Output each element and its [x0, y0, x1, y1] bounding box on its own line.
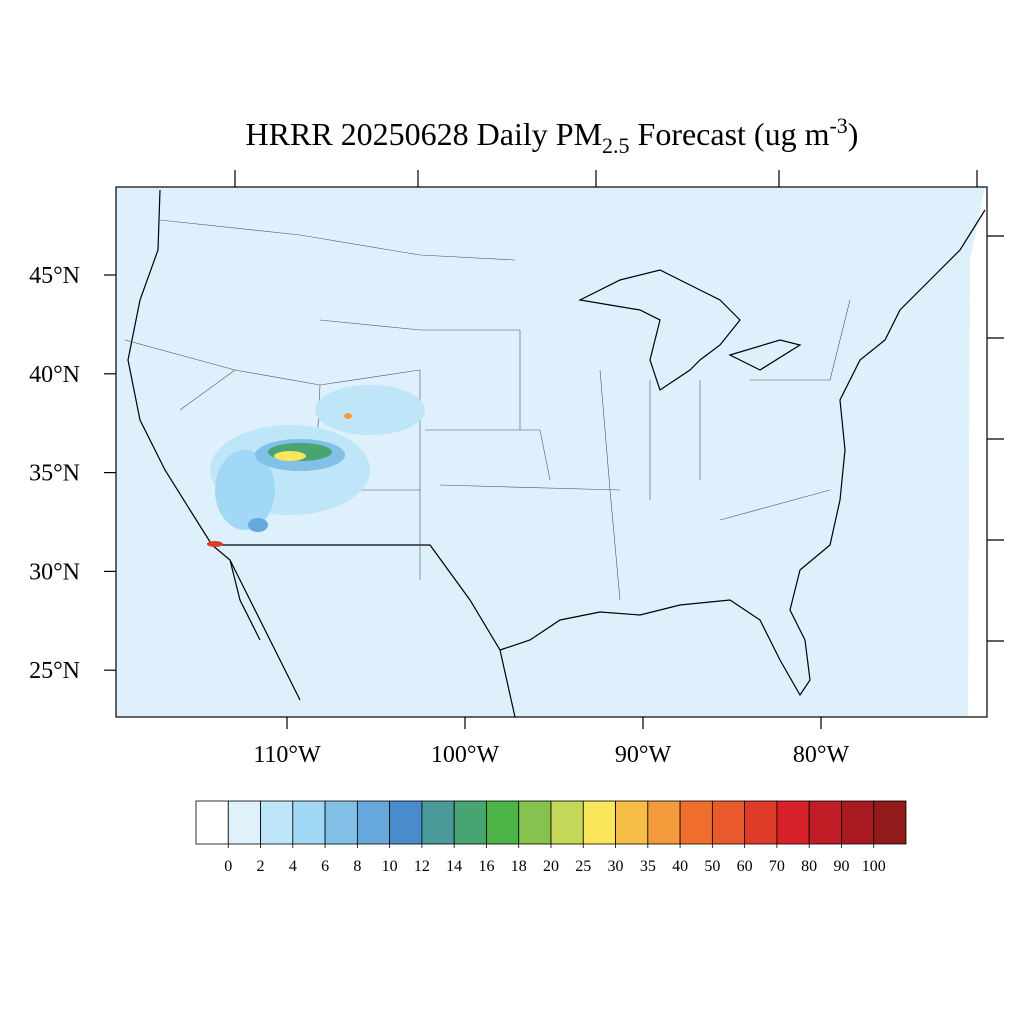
colorbar-box — [582, 800, 616, 845]
colorbar-box — [647, 800, 681, 845]
lat-label: 45°N — [29, 263, 80, 289]
colorbar-box — [389, 800, 423, 845]
colorbar-label: 8 — [353, 858, 361, 875]
colorbar-label: 12 — [414, 858, 430, 875]
colorbar-label: 25 — [575, 858, 591, 875]
plume-contour — [248, 518, 268, 532]
colorbar-label: 100 — [862, 858, 886, 875]
colorbar-box — [260, 800, 294, 845]
colorbar-box — [421, 800, 455, 845]
lat-label: 35°N — [29, 461, 80, 487]
colorbar-label: 90 — [833, 858, 849, 875]
colorbar-box — [679, 800, 713, 845]
colorbar-label: 40 — [672, 858, 688, 875]
plume-contour — [215, 450, 275, 530]
projected-ticks — [234, 170, 1004, 642]
frame — [115, 186, 988, 718]
colorbar-box — [453, 800, 487, 845]
forecast-field — [116, 187, 985, 717]
colorbar-label: 30 — [608, 858, 624, 875]
lat-label: 40°N — [29, 362, 80, 388]
colorbar-label: 20 — [543, 858, 559, 875]
colorbar-box — [486, 800, 520, 845]
map-panel — [115, 170, 1004, 718]
colorbar-box — [324, 800, 358, 845]
colorbar-label: 50 — [704, 858, 720, 875]
colorbar-label: 6 — [321, 858, 329, 875]
colorbar-box — [841, 800, 875, 845]
title-text: ) — [848, 116, 859, 152]
colorbar-box — [744, 800, 778, 845]
colorbar-box — [518, 800, 552, 845]
lat-label: 30°N — [29, 559, 80, 585]
title-text: Forecast (ug m — [630, 116, 830, 152]
colorbar-label: 18 — [511, 858, 527, 875]
colorbar-box — [356, 800, 391, 845]
colorbar-box — [550, 800, 584, 845]
plume — [207, 385, 425, 547]
lon-label: 80°W — [793, 742, 850, 768]
colorbar-box — [292, 800, 326, 845]
great-lakes — [578, 269, 802, 391]
colorbar-box — [711, 800, 746, 845]
colorbar-label: 0 — [224, 858, 232, 875]
title-superscript: -3 — [829, 113, 847, 138]
plume-contour — [344, 413, 352, 419]
title-subscript: 2.5 — [602, 133, 630, 158]
plume-contour — [315, 385, 425, 435]
title-text: HRRR 20250628 Daily PM — [246, 116, 602, 152]
state-borders — [124, 219, 851, 601]
title: HRRR 20250628 Daily PM2.5 Forecast (ug m… — [246, 113, 859, 158]
lon-label: 90°W — [615, 742, 672, 768]
lon-label: 100°W — [431, 742, 500, 768]
colorbar-box — [615, 800, 649, 845]
colorbar-label: 10 — [382, 858, 398, 875]
colorbar-label: 2 — [257, 858, 265, 875]
colorbar-label: 14 — [446, 858, 462, 875]
colorbar-box — [873, 800, 907, 845]
colorbar-label: 4 — [289, 858, 297, 875]
colorbar-label: 16 — [478, 858, 494, 875]
plume-contour — [274, 451, 306, 461]
lat-label: 25°N — [29, 658, 80, 684]
lon-label: 110°W — [253, 742, 321, 768]
colorbar-label: 35 — [640, 858, 656, 875]
colorbar-box — [195, 800, 229, 845]
plume-contour — [207, 541, 223, 547]
colorbar-box — [227, 800, 261, 845]
coastline — [127, 189, 986, 718]
colorbar-label: 80 — [801, 858, 817, 875]
colorbar-box — [808, 800, 842, 845]
colorbar-label: 60 — [737, 858, 753, 875]
colorbar-label: 70 — [769, 858, 785, 875]
colorbar-box — [776, 800, 810, 845]
